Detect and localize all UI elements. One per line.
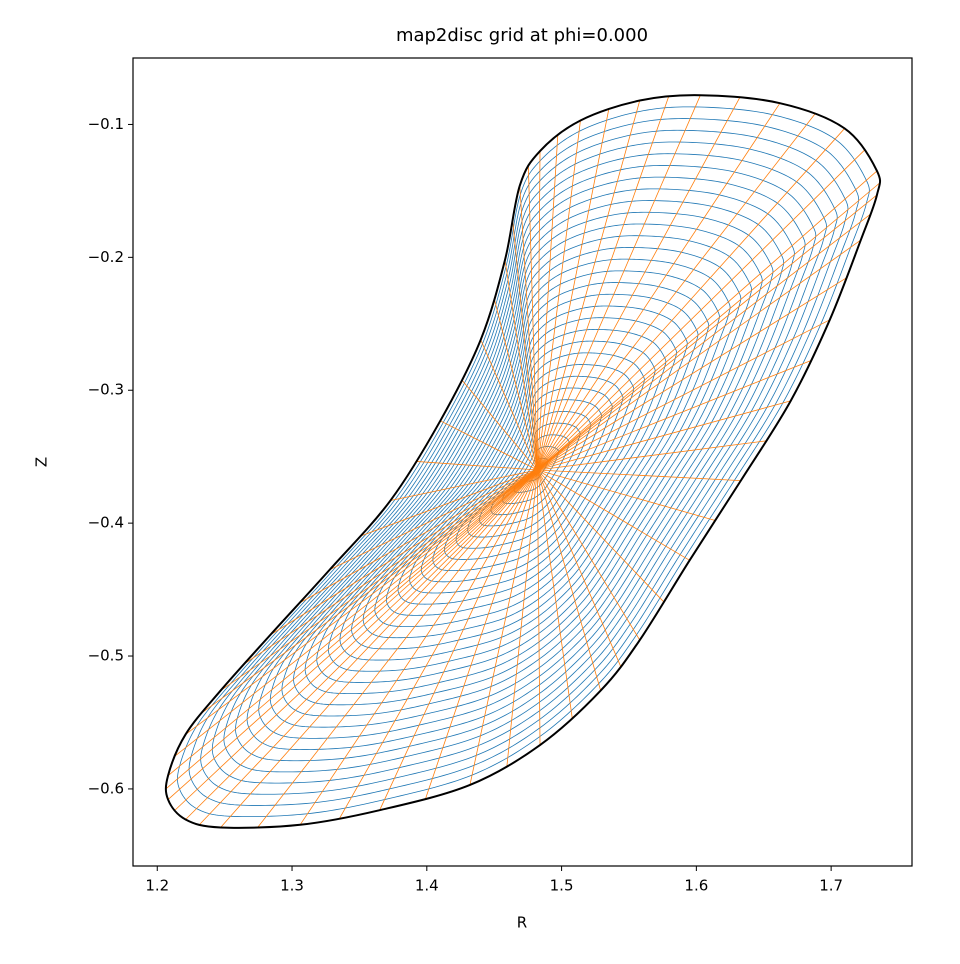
- radial-line: [537, 319, 830, 471]
- radial-line: [537, 469, 741, 482]
- radial-line: [536, 469, 641, 641]
- radial-line: [167, 469, 538, 800]
- radial-line: [379, 469, 538, 811]
- radial-line: [360, 469, 538, 537]
- boundary: [164, 94, 882, 829]
- radial-line: [257, 469, 538, 828]
- radial-line: [527, 165, 538, 470]
- radial-line: [537, 182, 881, 471]
- radial-line: [536, 102, 781, 471]
- x-axis-label: R: [517, 914, 527, 932]
- radial-line: [536, 151, 541, 470]
- radial-line: [416, 461, 538, 471]
- radial-line: [512, 219, 538, 471]
- y-tick-label: −0.4: [88, 514, 124, 532]
- grid-center: [533, 465, 542, 474]
- y-tick-label: −0.2: [88, 248, 124, 266]
- radial-line: [200, 469, 538, 714]
- y-tick-label: −0.3: [88, 381, 124, 399]
- radial-line: [537, 469, 690, 561]
- radial-line: [537, 359, 812, 471]
- radial-line: [504, 259, 538, 471]
- radial-line: [537, 194, 878, 471]
- radial-line: [243, 469, 538, 665]
- radial-line: [519, 185, 538, 470]
- radial-line: [494, 299, 538, 471]
- radial-line: [537, 239, 862, 471]
- x-tick-label: 1.3: [280, 877, 304, 895]
- radial-line: [480, 339, 538, 471]
- axes-frame: [132, 57, 913, 867]
- x-tick-label: 1.6: [684, 877, 708, 895]
- radial-line: [536, 134, 559, 470]
- radial-line: [537, 149, 866, 471]
- radial-line: [537, 400, 791, 471]
- radial-line: [537, 469, 716, 521]
- radial-line: [329, 469, 538, 571]
- radial-line: [220, 469, 538, 828]
- plot-area: [164, 94, 882, 829]
- radial-line: [506, 469, 538, 767]
- radial-line: [536, 95, 701, 471]
- radial-line: [338, 469, 538, 820]
- radial-line: [536, 469, 602, 691]
- radial-line: [537, 277, 847, 471]
- radial-line: [537, 440, 767, 471]
- radial-line: [536, 120, 581, 471]
- radial-line: [270, 469, 538, 636]
- radial-line: [440, 420, 538, 471]
- radial-line: [537, 113, 816, 471]
- x-tick-label: 1.2: [145, 877, 169, 895]
- y-tick-label: −0.1: [88, 115, 124, 133]
- radial-line: [537, 128, 845, 471]
- radial-line: [424, 469, 538, 800]
- y-tick-label: −0.5: [88, 647, 124, 665]
- radial-line: [174, 469, 538, 757]
- radial-line: [185, 469, 538, 820]
- radial-line: [469, 469, 538, 786]
- radial-line: [537, 469, 665, 603]
- radial-line: [536, 100, 641, 471]
- y-axis-label: Z: [33, 457, 51, 467]
- radial-line: [165, 469, 538, 790]
- radial-line: [461, 380, 538, 471]
- radial-line: [536, 97, 741, 471]
- radial-line: [536, 108, 610, 471]
- radial-line: [174, 469, 538, 811]
- radial-line: [536, 95, 670, 471]
- radial-line: [167, 469, 538, 776]
- radial-line: [220, 469, 538, 691]
- x-tick-label: 1.4: [415, 877, 439, 895]
- radial-line: [536, 469, 573, 719]
- radial-line: [537, 213, 872, 471]
- radial-line: [536, 469, 541, 746]
- radial-line: [390, 469, 538, 501]
- radial-line: [536, 469, 622, 668]
- y-tick-label: −0.6: [88, 779, 124, 797]
- x-tick-label: 1.5: [550, 877, 574, 895]
- chart-title: map2disc grid at phi=0.000: [396, 25, 648, 46]
- radial-line: [198, 469, 538, 826]
- radial-line: [299, 469, 538, 826]
- radial-line: [185, 469, 538, 735]
- radial-line: [299, 469, 538, 604]
- radial-line: [537, 170, 878, 471]
- x-tick-label: 1.7: [819, 877, 843, 895]
